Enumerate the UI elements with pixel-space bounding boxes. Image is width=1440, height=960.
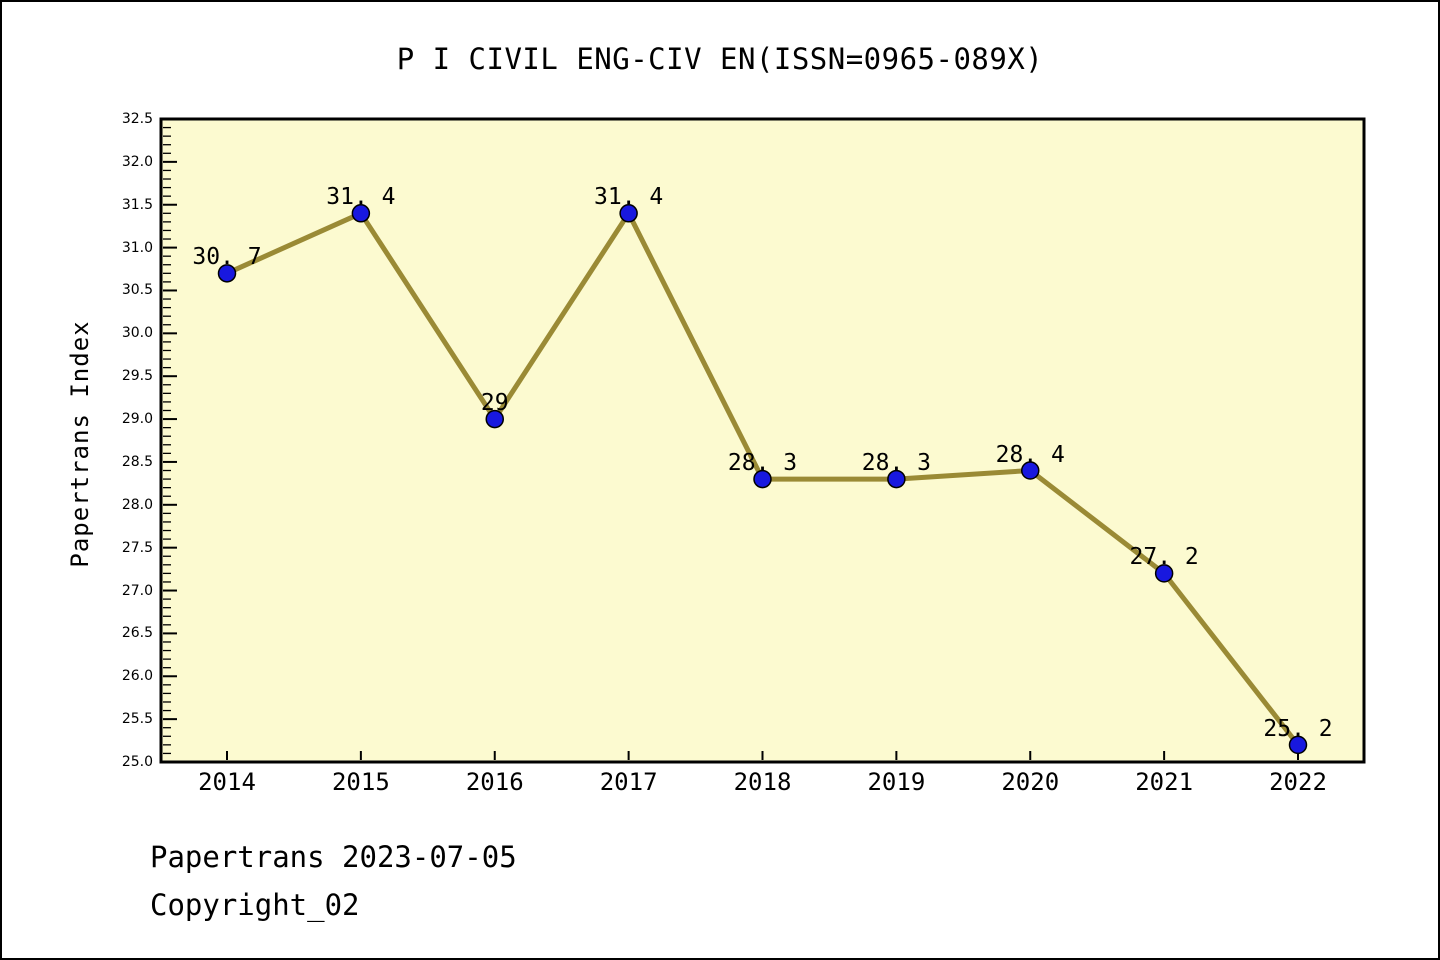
plot-background (161, 119, 1364, 762)
x-tick-label: 2014 (198, 768, 256, 796)
y-tick-label: 31.0 (121, 239, 153, 256)
data-point-label: 28. 4 (995, 441, 1065, 468)
data-point-marker (887, 469, 906, 489)
data-point-label: 28. 3 (861, 450, 931, 477)
x-tick-label: 2015 (331, 768, 390, 796)
data-point-marker (351, 204, 371, 223)
data-point-marker (753, 469, 772, 489)
y-tick-label: 26.0 (121, 668, 153, 685)
data-point-marker (1021, 461, 1040, 480)
y-tick-label: 28.0 (121, 496, 153, 513)
data-point-label: 29 (480, 390, 509, 417)
y-tick-label: 29.5 (121, 368, 153, 385)
x-tick-label: 2019 (867, 768, 926, 796)
data-point-label: 28. 3 (727, 450, 798, 477)
data-point-marker (1154, 564, 1174, 583)
y-tick-label: 26.5 (121, 625, 153, 642)
y-tick-label: 28.5 (121, 453, 153, 470)
footer-date: Papertrans 2023-07-05 (150, 840, 517, 874)
y-tick-label: 32.0 (121, 153, 153, 170)
y-tick-label: 32.5 (121, 111, 153, 127)
data-point-marker (1288, 735, 1308, 755)
chart-title: P I CIVIL ENG-CIV EN(ISSN=0965-089X) (396, 42, 1044, 76)
data-point-label: 25. 2 (1263, 715, 1333, 742)
y-tick-label: 27.0 (121, 582, 153, 599)
footer-copyright: Copyright_02 (150, 888, 360, 922)
y-tick-label: 30.0 (121, 325, 153, 342)
y-tick-label: 30.5 (121, 282, 153, 299)
x-tick-label: 2021 (1135, 768, 1194, 796)
y-tick-label: 25.0 (121, 754, 153, 770)
y-tick-label: 29.0 (121, 411, 153, 428)
plot-border (159, 117, 1366, 764)
y-tick-label: 25.5 (121, 711, 153, 728)
data-point-label: 30. 7 (192, 244, 262, 271)
x-tick-label: 2022 (1269, 768, 1327, 796)
data-point-label: 27. 2 (1129, 544, 1199, 571)
y-tick-label: 31.5 (121, 196, 153, 213)
data-point-marker (619, 204, 638, 223)
data-point-label: 31. 4 (594, 184, 664, 211)
data-point-marker (217, 264, 237, 283)
x-tick-label: 2020 (1001, 768, 1060, 796)
x-tick-label: 2017 (599, 768, 658, 796)
data-point-label: 31. 4 (326, 184, 396, 211)
y-tick-label: 27.5 (121, 539, 153, 556)
x-tick-label: 2018 (733, 768, 792, 796)
data-point-marker (485, 409, 504, 429)
x-tick-label: 2016 (465, 768, 524, 796)
